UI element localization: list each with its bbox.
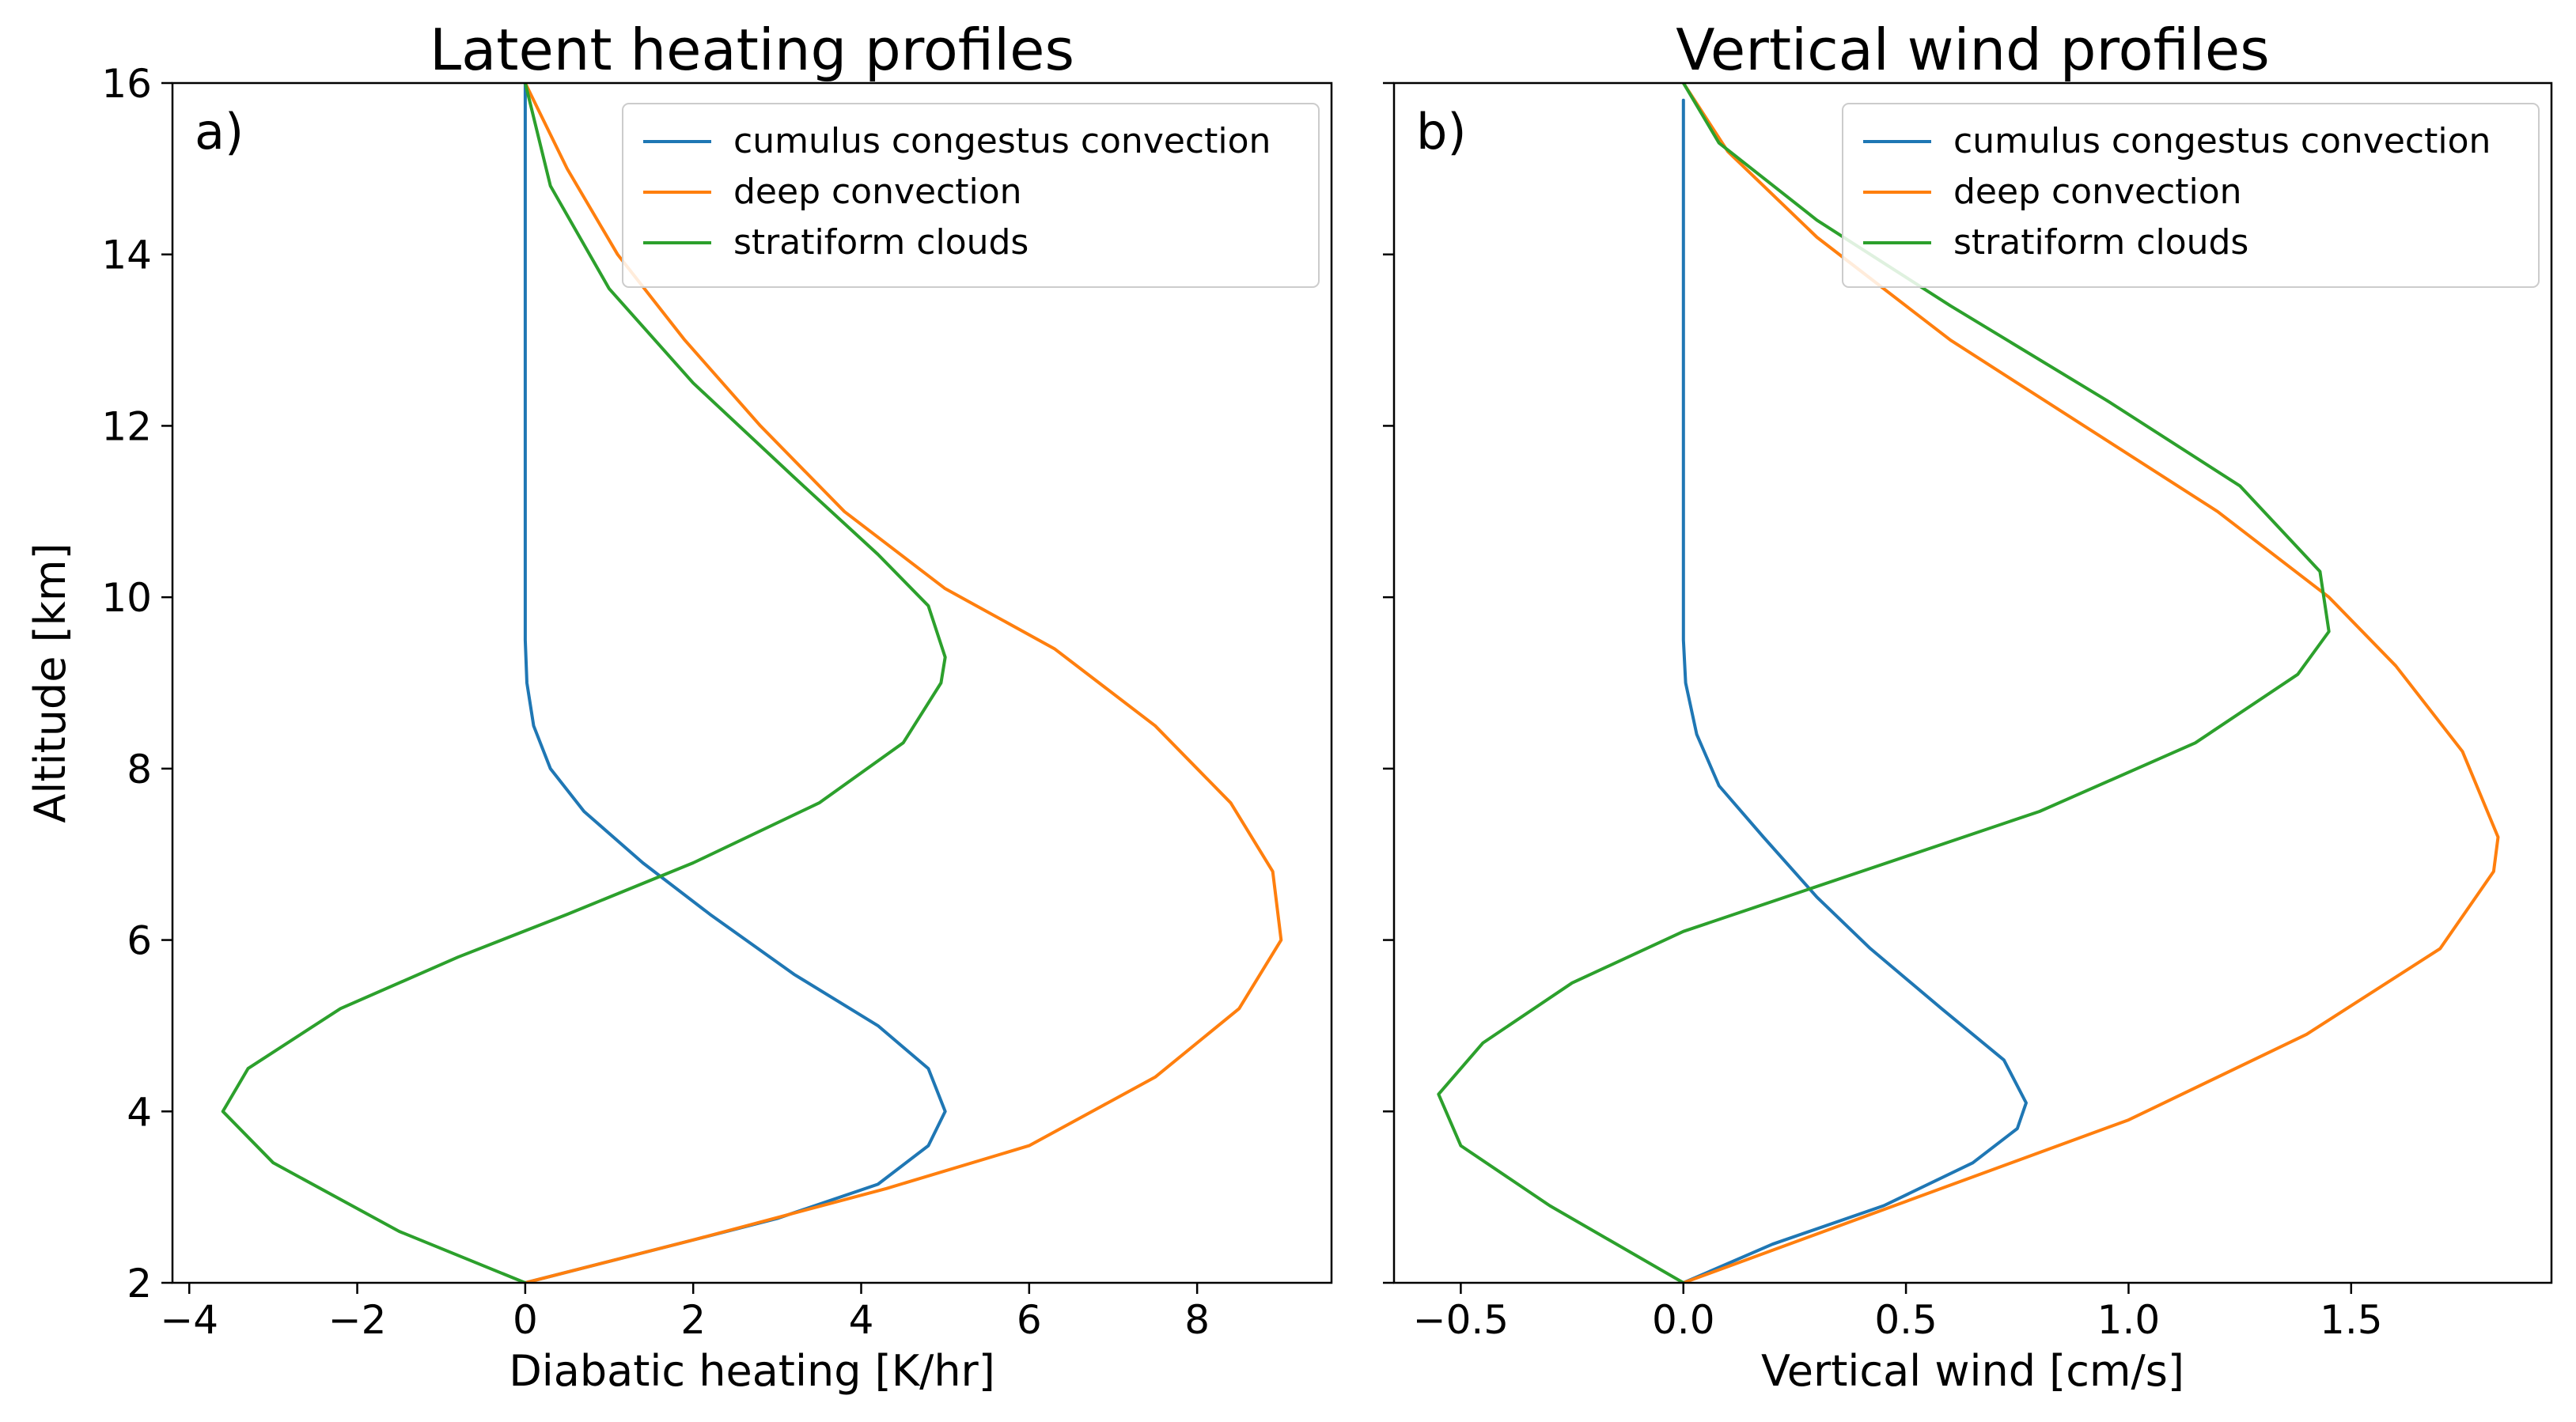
x-tick-label: 1.0 (2097, 1297, 2161, 1343)
panel-label: b) (1416, 103, 1467, 161)
x-tick-label: 8 (1184, 1297, 1210, 1343)
y-tick-label: 14 (101, 233, 152, 278)
panel-label: a) (195, 103, 244, 161)
y-tick-label: 6 (127, 918, 152, 964)
legend-label-cumulus: cumulus congestus convection (733, 121, 1271, 161)
series-line-deep (1681, 83, 2500, 1283)
legend: cumulus congestus convection deep convect… (622, 103, 1320, 288)
chart-title: Vertical wind profiles (1676, 17, 2269, 83)
x-tick-label: 0.0 (1652, 1297, 1715, 1343)
series-line-deep (523, 83, 1283, 1283)
y-tick-label: 16 (101, 61, 152, 107)
legend-label-deep: deep convection (1953, 172, 2242, 212)
y-tick-label: 10 (101, 575, 152, 621)
panel-b: −0.5 0.0 0.5 1.0 1.5 Vertical wind profiles Ve… (1383, 17, 2553, 1396)
x-tick-label: 1.5 (2320, 1297, 2383, 1343)
x-tick-label: 2 (680, 1297, 706, 1343)
x-tick-label: −0.5 (1413, 1297, 1509, 1343)
legend-box (622, 103, 1320, 288)
y-tick-label: 4 (127, 1089, 152, 1135)
x-tick-label: −2 (328, 1297, 387, 1343)
legend-label-stratiform: stratiform clouds (1953, 222, 2248, 263)
panels-root: −4 −2 0 2 4 6 8 2 4 6 8 10 12 14 16 Latent heating prof… (25, 17, 2553, 1396)
x-tick-label: 4 (849, 1297, 874, 1343)
panel-a: −4 −2 0 2 4 6 8 2 4 6 8 10 12 14 16 Latent heating prof… (25, 17, 1333, 1396)
series-line-stratiform (221, 83, 947, 1283)
x-tick-label: 0.5 (1874, 1297, 1938, 1343)
y-axis-label: Altitude [km] (25, 543, 75, 823)
legend-label-cumulus: cumulus congestus convection (1953, 121, 2491, 161)
legend: cumulus congestus convection deep convect… (1842, 103, 2540, 288)
x-axis-label: Vertical wind [cm/s] (1761, 1346, 2184, 1396)
series-line-stratiform (1437, 83, 2331, 1283)
y-tick-label: 8 (127, 747, 152, 792)
x-axis-label: Diabatic heating [K/hr] (509, 1346, 995, 1396)
y-tick-label: 12 (101, 403, 152, 449)
legend-label-stratiform: stratiform clouds (733, 222, 1029, 263)
axes-frame (171, 81, 1333, 1284)
x-tick-label: −4 (160, 1297, 218, 1343)
y-tick-label: 2 (127, 1261, 152, 1307)
axes-frame (1392, 81, 2553, 1284)
legend-box (1842, 103, 2540, 288)
x-tick-label: 0 (513, 1297, 538, 1343)
chart-title: Latent heating profiles (430, 17, 1074, 83)
legend-label-deep: deep convection (733, 172, 1022, 212)
x-tick-label: 6 (1017, 1297, 1042, 1343)
series-line-cumulus (1681, 98, 2028, 1283)
